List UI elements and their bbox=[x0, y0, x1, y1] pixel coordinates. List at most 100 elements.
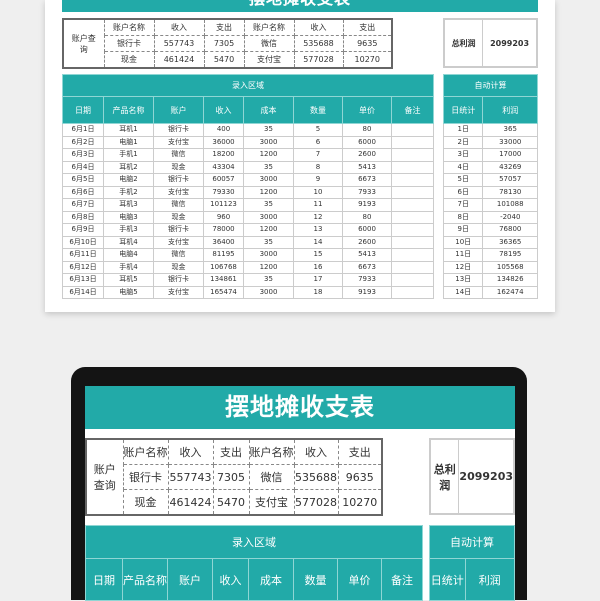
entry-cell[interactable]: 35 bbox=[243, 160, 294, 174]
query-cell[interactable]: 支付宝 bbox=[248, 489, 295, 516]
entry-cell[interactable]: 6000 bbox=[342, 135, 392, 149]
auto-cell[interactable]: 13日 bbox=[442, 273, 484, 287]
entry-cell[interactable]: 6 bbox=[293, 135, 343, 149]
entry-cell[interactable]: 7 bbox=[293, 148, 343, 162]
entry-cell[interactable]: 6月8日 bbox=[62, 210, 104, 224]
auto-cell[interactable]: 10日 bbox=[442, 235, 484, 249]
entry-cell[interactable]: 15 bbox=[293, 248, 343, 262]
query-cell[interactable]: 7305 bbox=[212, 464, 250, 490]
entry-cell[interactable]: 银行卡 bbox=[153, 223, 204, 237]
entry-cell[interactable]: 9193 bbox=[342, 285, 392, 299]
entry-cell[interactable] bbox=[391, 135, 434, 149]
entry-cell[interactable]: 耳机2 bbox=[103, 160, 154, 174]
entry-cell[interactable]: 14 bbox=[293, 235, 343, 249]
entry-cell[interactable]: 银行卡 bbox=[153, 173, 204, 187]
query-cell[interactable]: 557743 bbox=[167, 464, 214, 490]
entry-cell[interactable]: 6月14日 bbox=[62, 285, 104, 299]
entry-cell[interactable]: 16 bbox=[293, 260, 343, 274]
entry-cell[interactable]: 3000 bbox=[243, 248, 294, 262]
entry-cell[interactable]: 6月2日 bbox=[62, 135, 104, 149]
entry-cell[interactable]: 支付宝 bbox=[153, 135, 204, 149]
entry-cell[interactable]: 6673 bbox=[342, 173, 392, 187]
entry-cell[interactable]: 银行卡 bbox=[153, 273, 204, 287]
auto-cell[interactable]: 43269 bbox=[482, 160, 538, 174]
auto-cell[interactable]: 12日 bbox=[442, 260, 484, 274]
entry-cell[interactable]: 电脑5 bbox=[103, 285, 154, 299]
query-cell[interactable]: 支付宝 bbox=[243, 51, 295, 69]
auto-cell[interactable]: 9日 bbox=[442, 223, 484, 237]
query-cell[interactable]: 5470 bbox=[203, 51, 245, 69]
auto-cell[interactable]: 2日 bbox=[442, 135, 484, 149]
entry-cell[interactable]: 电脑3 bbox=[103, 210, 154, 224]
entry-cell[interactable] bbox=[391, 223, 434, 237]
entry-cell[interactable]: 36000 bbox=[203, 135, 244, 149]
entry-cell[interactable]: 35 bbox=[243, 235, 294, 249]
query-cell[interactable]: 微信 bbox=[243, 35, 295, 52]
entry-cell[interactable] bbox=[391, 235, 434, 249]
entry-cell[interactable]: 3000 bbox=[243, 173, 294, 187]
auto-cell[interactable]: 57057 bbox=[482, 173, 538, 187]
entry-cell[interactable]: 微信 bbox=[153, 248, 204, 262]
entry-cell[interactable]: 35 bbox=[243, 198, 294, 212]
auto-cell[interactable]: 11日 bbox=[442, 248, 484, 262]
entry-cell[interactable]: 36400 bbox=[203, 235, 244, 249]
query-cell[interactable]: 现金 bbox=[103, 51, 155, 69]
query-cell[interactable]: 银行卡 bbox=[103, 35, 155, 52]
entry-cell[interactable]: 17 bbox=[293, 273, 343, 287]
total-profit-value[interactable]: 2099203 bbox=[482, 18, 538, 68]
entry-cell[interactable]: 81195 bbox=[203, 248, 244, 262]
auto-cell[interactable]: 78130 bbox=[482, 185, 538, 199]
query-cell[interactable]: 9635 bbox=[337, 464, 383, 490]
entry-cell[interactable] bbox=[391, 148, 434, 162]
entry-cell[interactable]: 5413 bbox=[342, 248, 392, 262]
entry-cell[interactable]: 35 bbox=[243, 273, 294, 287]
query-cell[interactable]: 银行卡 bbox=[122, 464, 169, 490]
entry-cell[interactable]: 手机2 bbox=[103, 185, 154, 199]
query-cell[interactable]: 461424 bbox=[153, 51, 205, 69]
query-cell[interactable]: 535688 bbox=[293, 464, 339, 490]
auto-cell[interactable]: 6日 bbox=[442, 185, 484, 199]
entry-cell[interactable]: 银行卡 bbox=[153, 123, 204, 137]
entry-cell[interactable]: 106768 bbox=[203, 260, 244, 274]
entry-cell[interactable]: 微信 bbox=[153, 148, 204, 162]
entry-cell[interactable]: 12 bbox=[293, 210, 343, 224]
query-cell[interactable]: 微信 bbox=[248, 464, 295, 490]
entry-cell[interactable]: 现金 bbox=[153, 260, 204, 274]
entry-cell[interactable] bbox=[391, 173, 434, 187]
query-cell[interactable]: 5470 bbox=[212, 489, 250, 516]
entry-cell[interactable]: 手机4 bbox=[103, 260, 154, 274]
entry-cell[interactable]: 手机1 bbox=[103, 148, 154, 162]
entry-cell[interactable]: 6月9日 bbox=[62, 223, 104, 237]
query-cell[interactable]: 577028 bbox=[293, 51, 344, 69]
entry-cell[interactable]: 3000 bbox=[243, 135, 294, 149]
entry-cell[interactable] bbox=[391, 285, 434, 299]
entry-cell[interactable]: 电脑2 bbox=[103, 173, 154, 187]
entry-cell[interactable]: 10 bbox=[293, 185, 343, 199]
entry-cell[interactable] bbox=[391, 160, 434, 174]
entry-cell[interactable]: 18200 bbox=[203, 148, 244, 162]
entry-cell[interactable] bbox=[391, 198, 434, 212]
entry-cell[interactable]: 3000 bbox=[243, 210, 294, 224]
entry-cell[interactable]: 78000 bbox=[203, 223, 244, 237]
query-cell[interactable]: 557743 bbox=[153, 35, 205, 52]
entry-cell[interactable]: 手机3 bbox=[103, 223, 154, 237]
entry-cell[interactable]: 7933 bbox=[342, 185, 392, 199]
query-cell[interactable]: 10270 bbox=[342, 51, 393, 69]
entry-cell[interactable]: 80 bbox=[342, 210, 392, 224]
entry-cell[interactable]: 电脑4 bbox=[103, 248, 154, 262]
auto-cell[interactable]: 101088 bbox=[482, 198, 538, 212]
entry-cell[interactable] bbox=[391, 248, 434, 262]
auto-cell[interactable]: 14日 bbox=[442, 285, 484, 299]
entry-cell[interactable]: 微信 bbox=[153, 198, 204, 212]
entry-cell[interactable]: 支付宝 bbox=[153, 235, 204, 249]
query-cell[interactable]: 7305 bbox=[203, 35, 245, 52]
entry-cell[interactable]: 6月12日 bbox=[62, 260, 104, 274]
entry-cell[interactable]: 支付宝 bbox=[153, 185, 204, 199]
entry-cell[interactable] bbox=[391, 185, 434, 199]
entry-cell[interactable]: 35 bbox=[243, 123, 294, 137]
entry-cell[interactable]: 1200 bbox=[243, 223, 294, 237]
auto-cell[interactable]: 162474 bbox=[482, 285, 538, 299]
auto-cell[interactable]: 4日 bbox=[442, 160, 484, 174]
entry-cell[interactable]: 6000 bbox=[342, 223, 392, 237]
entry-cell[interactable]: 耳机1 bbox=[103, 123, 154, 137]
